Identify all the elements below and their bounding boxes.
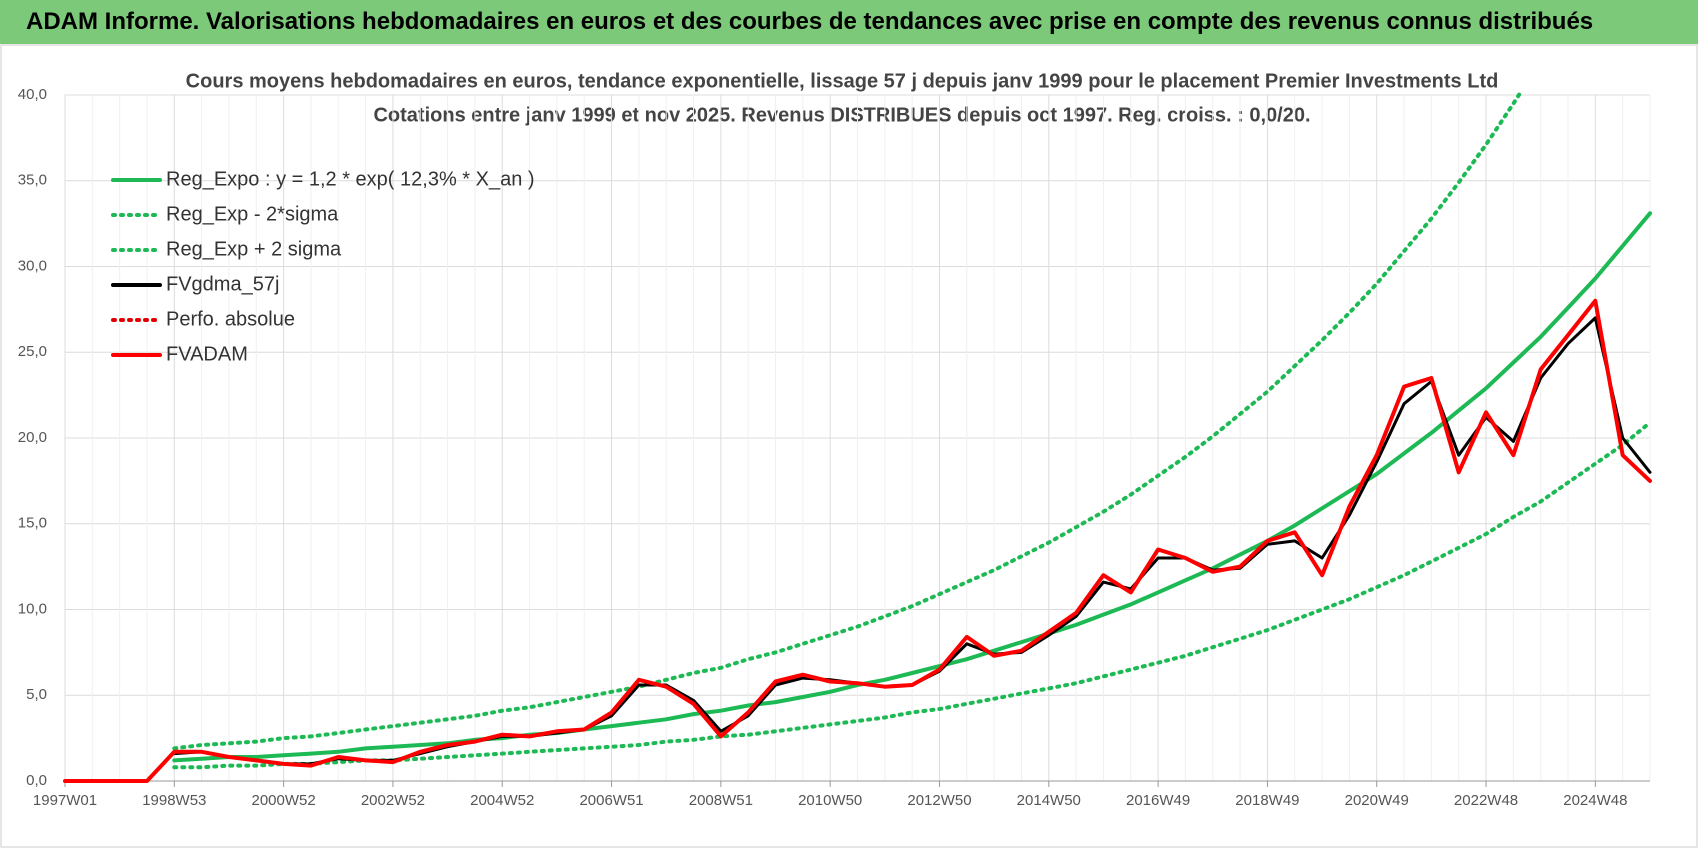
x-tick-label: 2010W50 (798, 792, 862, 809)
y-tick-label: 20,0 (18, 429, 47, 446)
legend-label: FVgdma_57j (166, 273, 279, 295)
x-tick-label: 2020W49 (1345, 792, 1409, 809)
chart-subtitle: Cotations entre janv 1999 et nov 2025. R… (373, 104, 1310, 126)
series-line (172, 420, 1652, 770)
series-line (172, 92, 1524, 751)
legend-label: Reg_Expo : y = 1,2 * exp( 12,3% * X_an ) (166, 168, 535, 190)
y-tick-label: 10,0 (18, 600, 47, 617)
x-tick-label: 2022W48 (1454, 792, 1518, 809)
y-tick-label: 25,0 (18, 343, 47, 360)
x-tick-label: 2008W51 (689, 792, 753, 809)
legend-label: Reg_Exp - 2*sigma (166, 203, 339, 225)
y-tick-label: 5,0 (26, 686, 47, 703)
chart-title: Cours moyens hebdomadaires en euros, ten… (186, 70, 1499, 92)
x-tick-label: 2014W50 (1017, 792, 1081, 809)
header-title: ADAM Informe. Valorisations hebdomadaire… (0, 0, 1698, 44)
x-tick-label: 2018W49 (1235, 792, 1299, 809)
x-tick-label: 1998W53 (142, 792, 206, 809)
y-tick-label: 35,0 (18, 172, 47, 189)
legend-label: FVADAM (166, 343, 248, 365)
legend-label: Reg_Exp + 2 sigma (166, 238, 342, 260)
x-tick-label: 1997W01 (33, 792, 97, 809)
y-tick-label: 40,0 (18, 86, 47, 103)
x-tick-label: 2024W48 (1563, 792, 1627, 809)
legend-label: Perfo. absolue (166, 308, 295, 330)
y-tick-label: 0,0 (26, 772, 47, 789)
series-line (63, 298, 1652, 783)
x-tick-label: 2000W52 (252, 792, 316, 809)
x-tick-label: 2012W50 (907, 792, 971, 809)
y-tick-label: 15,0 (18, 515, 47, 532)
x-tick-label: 2016W49 (1126, 792, 1190, 809)
x-tick-label: 2006W51 (579, 792, 643, 809)
x-tick-label: 2002W52 (361, 792, 425, 809)
chart-frame (0, 44, 1698, 848)
x-tick-label: 2004W52 (470, 792, 534, 809)
series-line (172, 211, 1652, 763)
chart: Cours moyens hebdomadaires en euros, ten… (0, 44, 1698, 848)
y-tick-label: 30,0 (18, 257, 47, 274)
